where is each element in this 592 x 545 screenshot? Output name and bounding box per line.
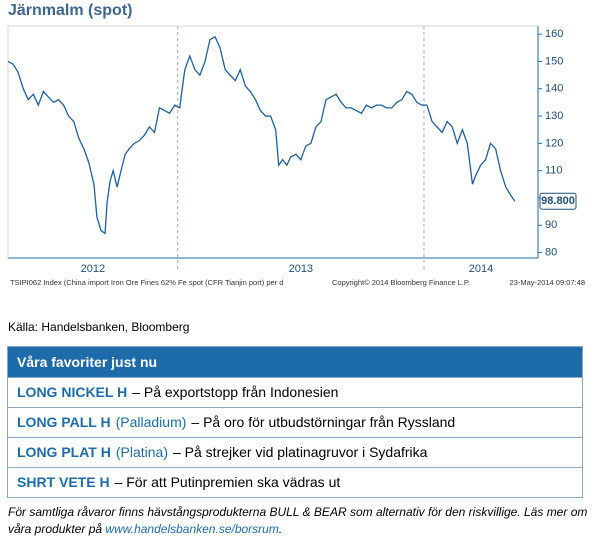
table-row: LONG PALL H (Palladium) – På oro för utbud… (8, 407, 582, 437)
chart-title: Järnmalm (spot) (8, 2, 133, 19)
row-plain: – För att Putinpremien ska vädras ut (114, 474, 341, 490)
row-product: SHRT VETE H (17, 474, 110, 490)
table-row: SHRT VETE H – För att Putinpremien ska vä… (8, 467, 582, 497)
footer-text: För samtliga råvaror finns hävstångsprod… (8, 505, 588, 536)
timestamp: 23-May-2014 09:07:48 (510, 278, 585, 287)
plot-frame (7, 25, 539, 259)
source: Källa: Handelsbanken, Bloomberg (8, 320, 190, 334)
y-tick-label: 80 (545, 246, 557, 258)
y-tick-label: 150 (545, 55, 563, 67)
x-tick-label: 2014 (469, 263, 493, 275)
table-row: LONG NICKEL H – På exportstopp från Indon… (8, 377, 582, 407)
row-paren: (Palladium) (115, 414, 187, 430)
footer-link[interactable]: www.handelsbanken.se/borsrum (105, 522, 279, 536)
x-tick-label: 2012 (81, 263, 105, 275)
last-value-box (539, 192, 577, 210)
y-tick-label: 160 (545, 28, 563, 40)
row-product: LONG PLAT H (17, 444, 111, 460)
y-tick-label: 110 (545, 165, 563, 177)
y-tick-label: 130 (545, 110, 563, 122)
table-row: LONG PLAT H (Platina) – På strejker vid pl… (8, 437, 582, 467)
y-tick-label: 140 (545, 83, 563, 95)
price-line (7, 36, 516, 235)
x-tick-label: 2013 (289, 263, 313, 275)
y-tick-label: 90 (545, 219, 557, 231)
table-header: Våra favoriter just nu (8, 347, 582, 377)
row-product: LONG NICKEL H (17, 384, 128, 400)
last-value-label: 98.800 (541, 195, 575, 207)
chart: TSIPI062 Index (China import Iron Ore Fi… (7, 25, 585, 287)
footer: För samtliga råvaror finns hävstångsprod… (8, 504, 588, 538)
footer-end: . (278, 522, 283, 536)
row-paren: (Platina) (115, 444, 168, 460)
y-tick-label: 120 (545, 137, 563, 149)
copyright: Copyright© 2014 Bloomberg Finance L.P. (332, 278, 470, 287)
row-plain: – På strejker vid platinagruvor i Sydafr… (172, 444, 428, 460)
row-plain: – På oro för utbudstörningar från Ryssla… (191, 414, 456, 430)
row-plain: – På exportstopp från Indonesien (132, 384, 339, 400)
source-note: TSIPI062 Index (China import Iron Ore Fi… (10, 278, 283, 287)
favorites-table: Våra favoriter just nu LONG NICKEL H – På… (7, 346, 583, 498)
row-product: LONG PALL H (17, 414, 111, 430)
